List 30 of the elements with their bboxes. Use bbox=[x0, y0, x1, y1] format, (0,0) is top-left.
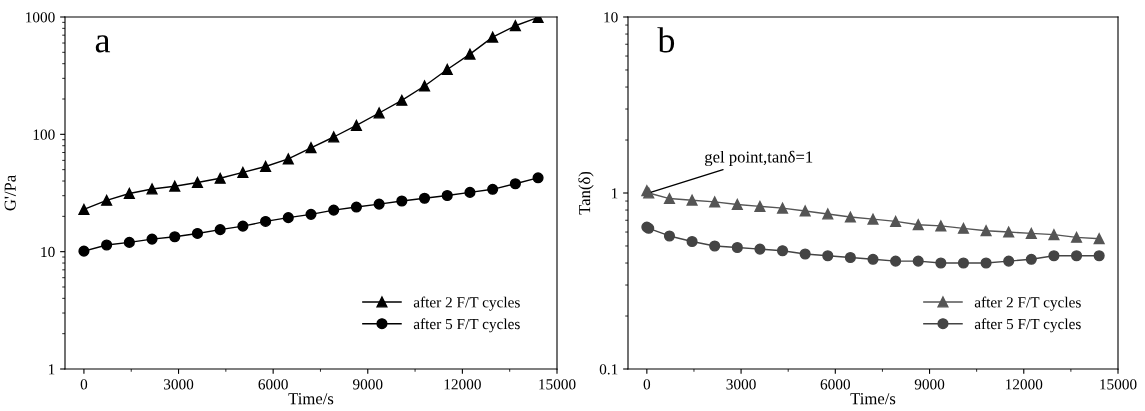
x-tick-label: 0 bbox=[643, 379, 651, 390]
x-axis-title: Time/s bbox=[288, 393, 334, 405]
x-tick-label: 9000 bbox=[352, 379, 383, 390]
y-tick-label: 100 bbox=[33, 129, 55, 140]
legend-label: after 2 F/T cycles bbox=[974, 296, 1081, 311]
x-tick-label: 3000 bbox=[726, 379, 756, 390]
x-tick-label: 0 bbox=[80, 379, 88, 390]
annotation: gel point,tanδ=1 bbox=[705, 150, 813, 167]
x-tick-label: 9000 bbox=[914, 379, 945, 390]
x-tick-label: 15000 bbox=[1100, 379, 1137, 390]
y-axis-title: G'/Pa bbox=[4, 175, 16, 211]
y-tick-label: 1000 bbox=[26, 12, 55, 23]
x-axis-title: Time/s bbox=[850, 393, 896, 405]
x-tick-label: 3000 bbox=[163, 379, 194, 390]
x-tick-label: 6000 bbox=[820, 379, 850, 390]
legend-label: after 5 F/T cycles bbox=[413, 318, 520, 333]
x-tick-label: 15000 bbox=[539, 379, 576, 390]
x-tick-label: 12000 bbox=[444, 379, 481, 390]
legend-label: after 5 F/T cycles bbox=[974, 318, 1081, 333]
x-tick-label: 12000 bbox=[1006, 379, 1043, 390]
x-tick-label: 6000 bbox=[258, 379, 288, 390]
annotation: a bbox=[95, 35, 111, 53]
y-tick-label: 1 bbox=[48, 364, 55, 375]
y-axis-title: Tan(δ) bbox=[578, 171, 594, 215]
y-tick-label: 1 bbox=[611, 188, 618, 199]
y-tick-label: 0.1 bbox=[599, 364, 618, 375]
y-tick-label: 10 bbox=[41, 246, 55, 258]
legend-label: after 2 F/T cycles bbox=[413, 296, 520, 311]
annotation: b bbox=[657, 27, 675, 53]
y-tick-label: 10 bbox=[604, 12, 618, 23]
